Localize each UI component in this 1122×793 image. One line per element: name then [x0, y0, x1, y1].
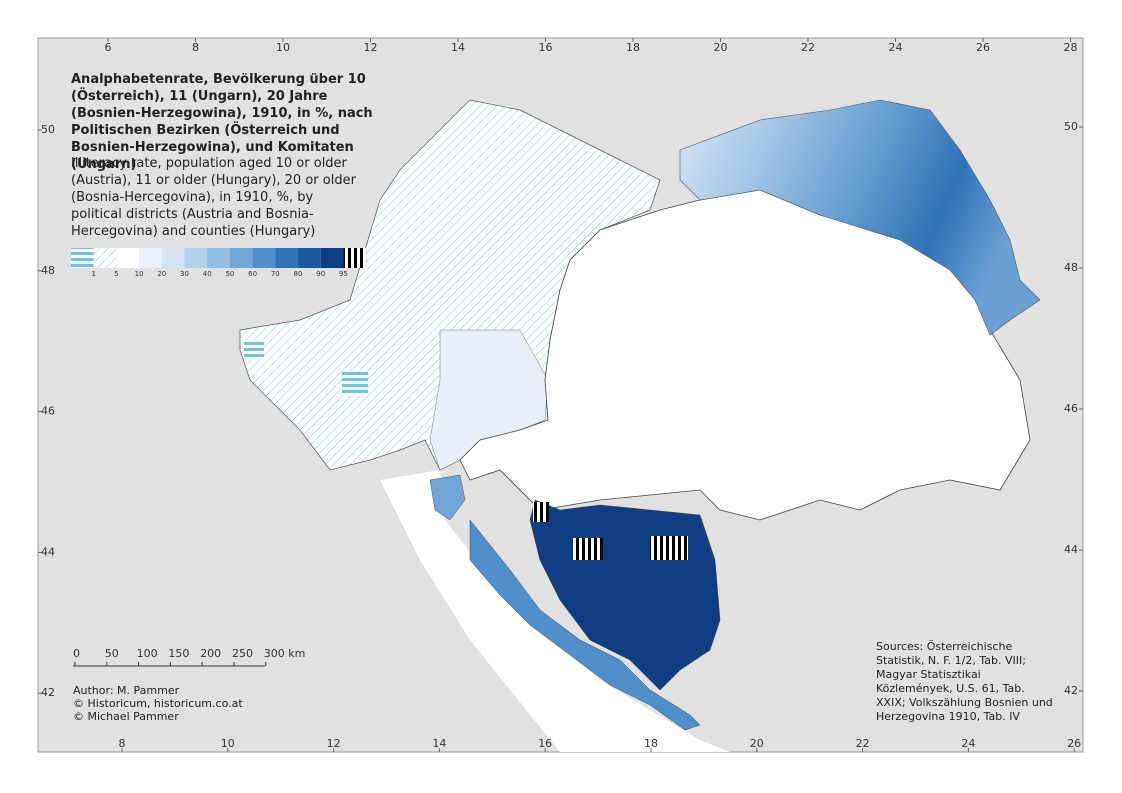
top-tick-label: 18 — [626, 41, 640, 54]
legend-swatch — [161, 248, 185, 268]
legend-swatch — [207, 248, 230, 268]
legend-swatch — [71, 248, 94, 268]
top-tick-label: 8 — [192, 41, 199, 54]
dalmatia — [469, 519, 701, 731]
district-95 — [533, 502, 549, 522]
scale-label: 100 — [137, 647, 158, 660]
top-tick-label: 28 — [1064, 41, 1078, 54]
bottom-tick-label: 18 — [644, 737, 658, 750]
legend-label: 1 — [91, 270, 95, 278]
legend-swatch — [184, 248, 208, 268]
galicia — [679, 99, 1041, 336]
legend-swatch — [343, 248, 367, 268]
scale-label: 200 — [200, 647, 221, 660]
left-tick-label: 42 — [41, 686, 55, 699]
istria — [429, 474, 466, 521]
scale-label: 0 — [73, 647, 80, 660]
top-tick-label: 20 — [714, 41, 728, 54]
subtitle: Illiteracy rate, population aged 10 or o… — [71, 156, 356, 239]
scale-label: 250 — [232, 647, 253, 660]
legend-swatch — [116, 248, 140, 268]
sources: Sources: Österreichische Statistik, N. F… — [876, 640, 1053, 723]
right-tick-label: 46 — [1064, 402, 1078, 415]
bottom-tick-label: 14 — [432, 737, 446, 750]
bottom-tick-label: 24 — [961, 737, 975, 750]
legend-label: 30 — [180, 270, 189, 278]
scale-label: 150 — [168, 647, 189, 660]
legend-label: 90 — [316, 270, 325, 278]
bottom-tick-label: 8 — [119, 737, 126, 750]
top-tick-label: 14 — [451, 41, 465, 54]
left-tick-label: 46 — [41, 405, 55, 418]
credit-line: © Historicum, historicum.co.at — [73, 697, 243, 710]
legend-swatch — [275, 248, 298, 268]
credits: Author: M. Pammer © Historicum, historicu… — [73, 684, 243, 723]
left-tick-label: 48 — [41, 264, 55, 277]
title: Analphabetenrate, Bevölkerung über 10 (Ö… — [71, 72, 373, 172]
legend-swatch — [320, 248, 344, 268]
district-1 — [244, 340, 264, 358]
legend-label: 40 — [203, 270, 212, 278]
scale-label: 300 km — [264, 647, 306, 660]
legend-swatch — [298, 248, 321, 268]
top-tick-label: 26 — [976, 41, 990, 54]
top-tick-label: 10 — [276, 41, 290, 54]
top-tick-label: 12 — [364, 41, 378, 54]
legend-label: 95 — [339, 270, 348, 278]
right-tick-label: 50 — [1064, 120, 1078, 133]
top-tick-label: 16 — [539, 41, 553, 54]
scale-label: 50 — [105, 647, 119, 660]
right-tick-label: 42 — [1064, 684, 1078, 697]
legend-label: 20 — [157, 270, 166, 278]
credit-line: Author: M. Pammer — [73, 684, 180, 697]
bottom-tick-label: 10 — [221, 737, 235, 750]
legend-label: 50 — [225, 270, 234, 278]
top-tick-label: 22 — [801, 41, 815, 54]
legend-label: 5 — [114, 270, 118, 278]
legend-swatch — [93, 248, 117, 268]
bottom-tick-label: 26 — [1067, 737, 1081, 750]
legend-swatch — [252, 248, 276, 268]
right-tick-label: 48 — [1064, 261, 1078, 274]
legend-label: 80 — [294, 270, 303, 278]
left-tick-label: 44 — [41, 545, 55, 558]
bottom-tick-label: 20 — [750, 737, 764, 750]
legend-label: 10 — [135, 270, 144, 278]
legend-swatch — [229, 248, 253, 268]
credit-line: © Michael Pammer — [73, 710, 179, 723]
legend-label: 60 — [248, 270, 257, 278]
district-1 — [342, 372, 368, 396]
district-95 — [573, 538, 603, 560]
top-tick-label: 24 — [889, 41, 903, 54]
bottom-tick-label: 22 — [856, 737, 870, 750]
district-95 — [650, 536, 688, 560]
top-tick-label: 6 — [105, 41, 112, 54]
bottom-tick-label: 16 — [538, 737, 552, 750]
right-tick-label: 44 — [1064, 543, 1078, 556]
sea — [380, 470, 730, 752]
legend-label: 70 — [271, 270, 280, 278]
bottom-tick-label: 12 — [327, 737, 341, 750]
legend-swatch — [139, 248, 162, 268]
left-tick-label: 50 — [41, 123, 55, 136]
